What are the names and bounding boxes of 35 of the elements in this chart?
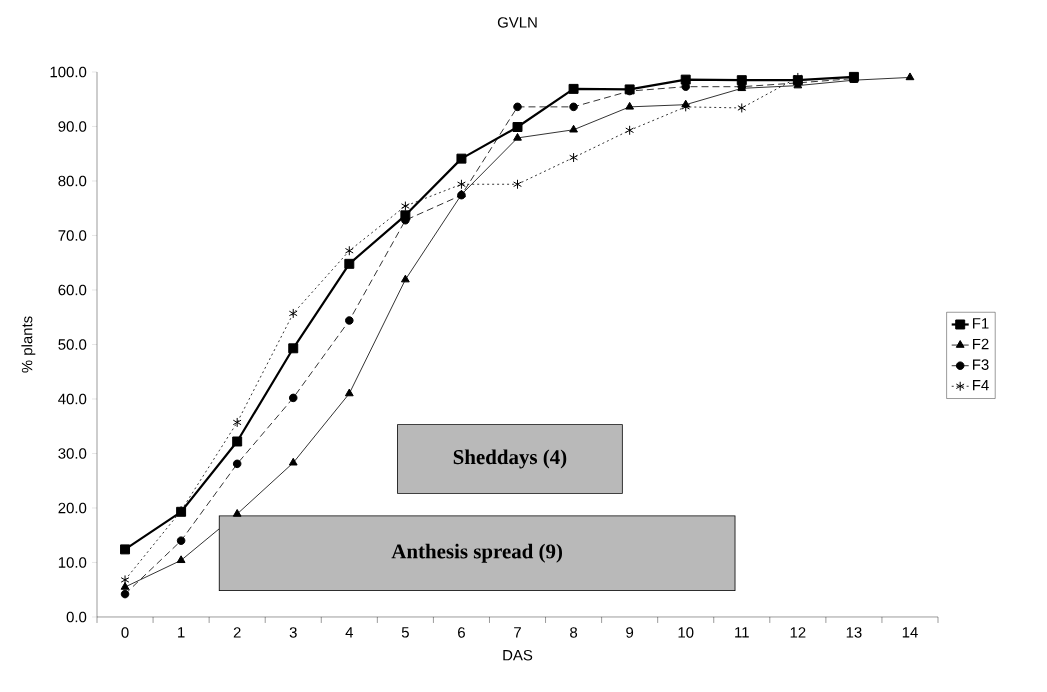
- annotation: Sheddays (4): [453, 449, 567, 469]
- x-axis-title: DAS: [503, 649, 533, 661]
- x-tick-label: 9: [626, 627, 634, 638]
- legend-label: F1: [973, 318, 989, 329]
- x-tick-label: 11: [735, 627, 749, 638]
- x-tick-label: 3: [289, 627, 297, 638]
- y-tick-label: 100.0: [50, 66, 87, 78]
- x-tick-label: 7: [514, 627, 521, 638]
- x-tick-label: 4: [345, 627, 354, 638]
- x-tick-label: 5: [401, 627, 409, 638]
- y-tick-label: 50.0: [58, 339, 87, 350]
- x-tick-label: 2: [233, 627, 241, 638]
- y-tick-label: 10.0: [58, 557, 87, 568]
- legend-label: F3: [973, 359, 989, 370]
- x-tick-label: 8: [570, 627, 578, 638]
- y-tick-label: 60.0: [58, 284, 87, 296]
- y-axis-title: % plants: [21, 316, 36, 373]
- y-tick-label: 0.0: [66, 611, 87, 623]
- x-tick-label: 12: [790, 627, 806, 638]
- x-tick-label: 1: [178, 627, 185, 638]
- x-tick-label: 6: [458, 627, 465, 638]
- x-tick-label: 14: [902, 627, 918, 638]
- x-tick-label: 0: [121, 627, 129, 638]
- chart-title: GVLN: [497, 17, 537, 28]
- legend-label: F4: [973, 380, 989, 391]
- legend-label: F2: [973, 338, 989, 350]
- y-tick-label: 90.0: [58, 121, 87, 132]
- y-tick-label: 70.0: [58, 230, 87, 241]
- y-tick-label: 80.0: [58, 175, 87, 187]
- x-tick-label: 10: [678, 627, 694, 638]
- y-tick-label: 40.0: [58, 393, 87, 405]
- annotation: Anthesis spread (9): [391, 543, 563, 563]
- y-tick-label: 20.0: [58, 502, 87, 514]
- y-tick-label: 30.0: [58, 448, 87, 459]
- x-tick-label: 13: [846, 627, 862, 638]
